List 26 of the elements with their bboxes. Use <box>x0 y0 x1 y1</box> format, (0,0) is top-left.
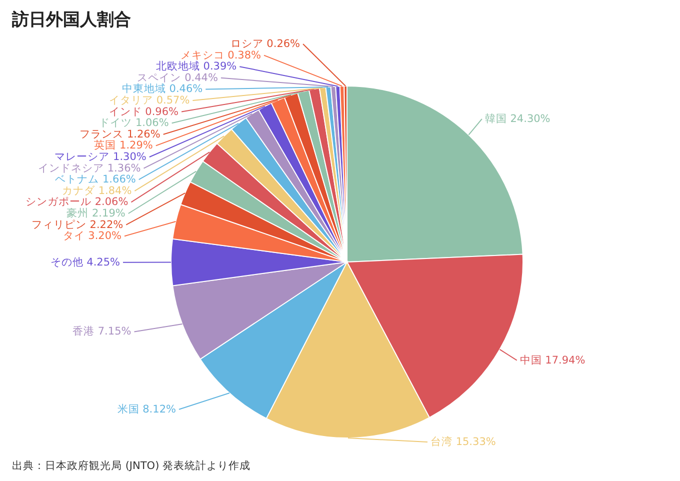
slice-label: 中国 17.94% <box>520 353 586 366</box>
slice-label: イタリア 0.57% <box>108 94 190 106</box>
slice-label: ドイツ 1.06% <box>99 117 169 130</box>
slice-label: 英国 1.29% <box>94 138 153 152</box>
slice-label: スペイン 0.44% <box>137 72 218 84</box>
slice-label: フランス 1.26% <box>80 128 160 140</box>
slice-label: 豪州 2.19% <box>66 206 126 220</box>
slice-label: 香港 7.15% <box>72 324 132 338</box>
slice-label: タイ 3.20% <box>62 230 122 242</box>
slice-label: メキシコ 0.38% <box>180 49 262 62</box>
slice-label: 米国 8.12% <box>117 402 176 416</box>
chart-title: 訪日外国人割合 <box>11 10 131 30</box>
slice-label: シンガポール 2.06% <box>26 196 128 208</box>
slice-label: 台湾 15.33% <box>430 435 496 448</box>
slice-label: 韓国 24.30% <box>484 112 550 125</box>
source-note: 出典：日本政府観光局 (JNTO) 発表統計より作成 <box>12 459 250 472</box>
slice-label: フィリピン 2.22% <box>31 218 124 231</box>
slice-label: ベトナム 1.66% <box>55 174 136 186</box>
slice-label: カナダ 1.84% <box>62 184 132 197</box>
slice-label: その他 4.25% <box>50 256 120 268</box>
slice-label: マレーシア 1.30% <box>54 151 146 163</box>
slice-label: インドネシア 1.36% <box>38 162 141 174</box>
slice-label: インド 0.96% <box>108 106 179 118</box>
slice-label: 北欧地域 0.39% <box>156 60 237 73</box>
slice-label: ロシア 0.26% <box>230 38 300 50</box>
slice-label: 中東地域 0.46% <box>122 82 203 96</box>
